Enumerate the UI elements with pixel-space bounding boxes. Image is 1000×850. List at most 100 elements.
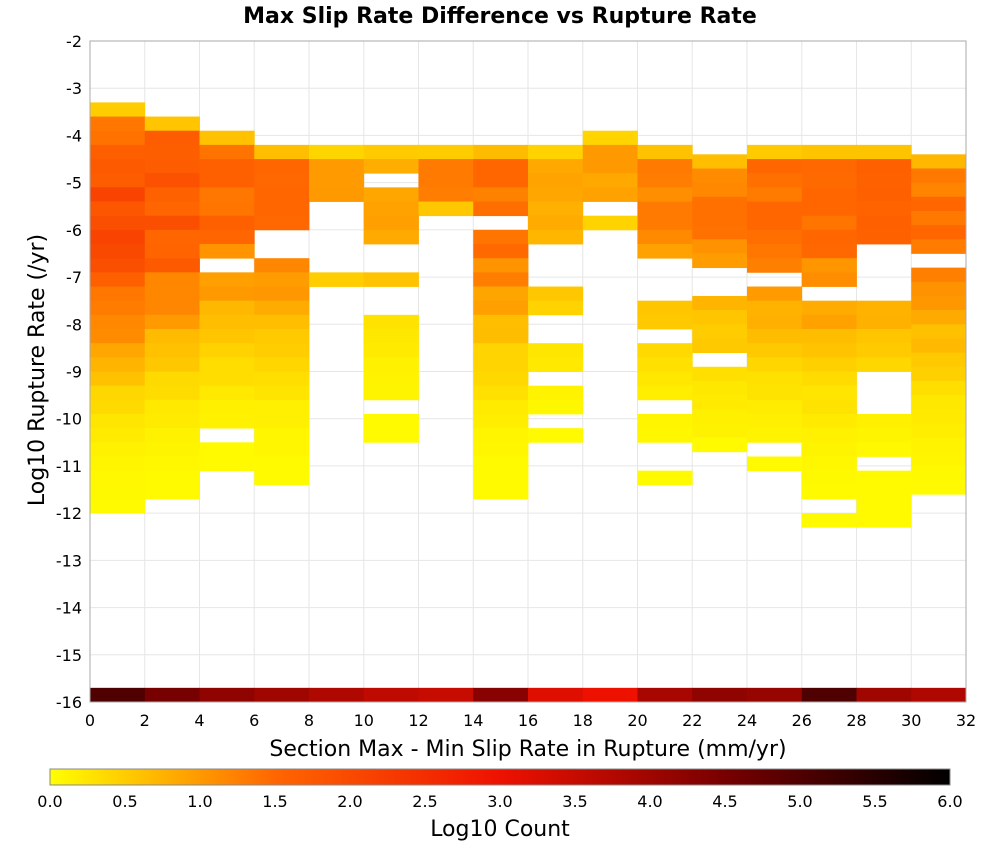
heatmap-cell (144, 244, 200, 259)
heatmap-cell (747, 201, 803, 217)
heatmap-cell (199, 286, 255, 302)
x-tick-label: 10 (354, 711, 374, 730)
heatmap-cell (911, 465, 967, 481)
heatmap-cell (199, 215, 255, 231)
y-tick-label: -16 (56, 693, 82, 712)
heatmap-cell (90, 187, 146, 202)
heatmap-cell-bottom (90, 687, 146, 702)
heatmap-cell (90, 300, 146, 316)
heatmap-cell (692, 366, 748, 382)
y-tick-label: -6 (66, 221, 82, 240)
heatmap-cell (473, 229, 529, 245)
heatmap-cell (363, 385, 419, 401)
x-tick-label: 12 (408, 711, 428, 730)
heatmap-cell (473, 258, 529, 273)
x-tick-label: 14 (463, 711, 483, 730)
heatmap-cell (254, 201, 310, 217)
heatmap-cell (144, 300, 200, 316)
heatmap-cell (856, 357, 912, 372)
heatmap-cell (144, 456, 200, 472)
x-tick-label: 20 (627, 711, 647, 730)
heatmap-cell (254, 159, 310, 174)
heatmap-cell (528, 144, 584, 160)
heatmap-cell (199, 272, 255, 287)
heatmap-cell (856, 173, 912, 188)
heatmap-cell (473, 371, 529, 387)
heatmap-cell (199, 229, 255, 245)
heatmap-cell (637, 229, 693, 245)
heatmap-cell (473, 286, 529, 302)
heatmap-cell (637, 413, 693, 429)
heatmap-cell (637, 244, 693, 259)
heatmap-cell (199, 456, 255, 472)
heatmap-cell (90, 385, 146, 401)
heatmap-cell (528, 428, 584, 443)
heatmap-cell (692, 210, 748, 226)
heatmap-cell (856, 201, 912, 217)
heatmap-cell-bottom (747, 687, 803, 702)
heatmap-cell (747, 300, 803, 316)
x-tick-label: 6 (249, 711, 259, 730)
heatmap-cell (856, 343, 912, 358)
heatmap-cell (144, 413, 200, 429)
heatmap-cell (856, 513, 912, 528)
heatmap-cell (801, 215, 857, 231)
heatmap-cell (692, 409, 748, 424)
heatmap-cell (801, 314, 857, 330)
heatmap-cell (528, 385, 584, 401)
heatmap-cell (528, 343, 584, 358)
heatmap-cell (582, 130, 638, 146)
heatmap-cell (90, 201, 146, 217)
heatmap-cell (528, 399, 584, 415)
x-tick-label: 28 (846, 711, 866, 730)
heatmap-cell (911, 395, 967, 410)
heatmap-cell (309, 144, 365, 160)
heatmap-cell (528, 215, 584, 231)
heatmap-cell (144, 187, 200, 202)
heatmap-cell (254, 314, 310, 330)
heatmap-cell (801, 357, 857, 372)
colorbar-tick-label: 6.0 (937, 792, 962, 811)
heatmap-cell (856, 470, 912, 486)
heatmap-cell (637, 300, 693, 316)
heatmap-cell (254, 286, 310, 302)
x-tick-label: 26 (792, 711, 812, 730)
colorbar-tick-label: 5.0 (787, 792, 812, 811)
heatmap-cell (911, 168, 967, 184)
heatmap-cell (199, 329, 255, 344)
heatmap-cell (254, 470, 310, 486)
heatmap-cell (473, 244, 529, 259)
heatmap-cell (254, 144, 310, 160)
y-tick-label: -3 (66, 79, 82, 98)
heatmap-cell (90, 371, 146, 387)
heatmap-cell (801, 187, 857, 202)
heatmap-cell (90, 428, 146, 443)
heatmap-cell (473, 413, 529, 429)
heatmap-cell (856, 314, 912, 330)
heatmap-cell (582, 144, 638, 160)
y-tick-label: -11 (56, 457, 82, 476)
heatmap-cell (144, 329, 200, 344)
heatmap-cell (747, 144, 803, 160)
heatmap-cell (418, 159, 474, 174)
heatmap-cell (254, 258, 310, 273)
heatmap-cell (637, 314, 693, 330)
heatmap-cell (801, 258, 857, 273)
heatmap-cell (144, 470, 200, 486)
heatmap-cell-bottom (856, 687, 912, 702)
heatmap-cell (528, 300, 584, 316)
heatmap-cell (254, 442, 310, 457)
heatmap-cell (856, 413, 912, 429)
heatmap-cell (692, 154, 748, 169)
heatmap-cell (90, 173, 146, 188)
y-tick-label: -5 (66, 174, 82, 193)
heatmap-cell (747, 343, 803, 358)
heatmap-cell (747, 159, 803, 174)
heatmap-cell (144, 130, 200, 146)
colorbar-ticks: 0.0 0.5 1.0 1.5 2.0 2.5 3.0 3.5 4.0 4.5 5.0 5.5 6.0 (37, 792, 962, 811)
heatmap-cell-bottom (418, 687, 474, 702)
heatmap-cell (528, 173, 584, 188)
heatmap-cell (911, 409, 967, 424)
heatmap-cell (418, 201, 474, 217)
plot-area (89, 40, 967, 703)
